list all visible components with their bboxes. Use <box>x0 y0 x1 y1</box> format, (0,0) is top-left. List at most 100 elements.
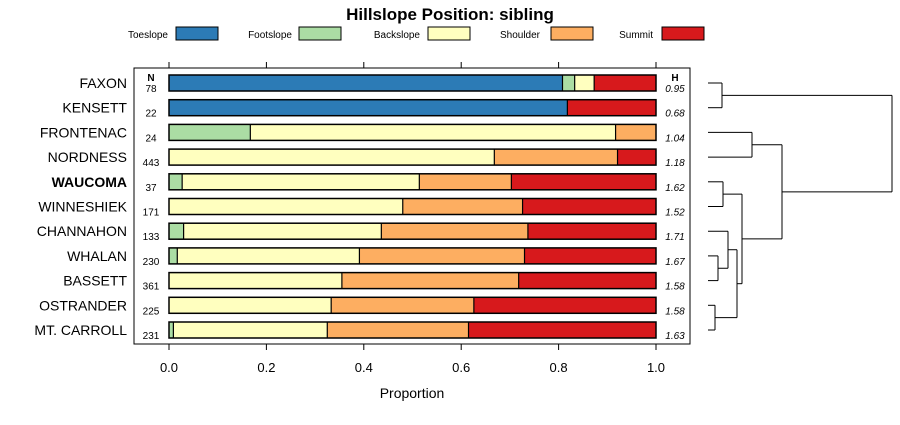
bar-segment-summit <box>524 247 656 264</box>
bar-outline <box>168 296 657 315</box>
row-label: MT. CARROLL <box>34 322 127 338</box>
bar-segment-summit <box>617 149 656 166</box>
row-h-value: 1.04 <box>665 133 685 144</box>
row-n-value: 133 <box>143 232 160 243</box>
x-axis: 0.0 0.2 0.4 0.6 0.8 1.0 <box>160 344 665 375</box>
bar-outline <box>168 271 657 290</box>
legend-label-toeslope: Toeslope <box>128 30 168 41</box>
bar-segment-backslope <box>173 322 328 338</box>
row-n-value: 443 <box>143 158 160 169</box>
legend-swatch-footslope <box>298 26 342 41</box>
x-tick-label: 0.6 <box>452 360 470 375</box>
bar-segment-backslope <box>169 272 342 289</box>
dendrogram <box>708 82 893 331</box>
bar-segment-summit <box>468 322 656 338</box>
bar-segment-footslope <box>169 322 174 338</box>
row-n-value: 225 <box>143 306 160 317</box>
row-h-value: 0.68 <box>665 109 685 120</box>
x-axis-label: Proportion <box>380 385 445 401</box>
row-label: BASSETT <box>63 273 127 289</box>
legend-label-summit: Summit <box>619 30 653 41</box>
bar-outline <box>168 173 657 191</box>
bar-segment-footslope <box>562 75 575 91</box>
bar-segment-summit <box>527 223 656 240</box>
legend-swatch-toeslope <box>175 26 219 41</box>
x-tick-label: 1.0 <box>647 360 665 375</box>
bar-segment-backslope <box>169 149 495 166</box>
bar-segment-backslope <box>183 223 382 240</box>
bar-segment-summit <box>567 99 656 116</box>
row-n-value: 230 <box>143 257 160 268</box>
bar-segment-footslope <box>169 124 251 141</box>
bar-segment-backslope <box>182 173 420 190</box>
legend-swatch-shoulder <box>550 26 594 41</box>
row-label: OSTRANDER <box>39 297 127 313</box>
row-label: WAUCOMA <box>52 174 127 190</box>
row-n-value: 231 <box>143 331 160 342</box>
x-tick-label: 0.8 <box>550 360 568 375</box>
chart-title: Hillslope Position: sibling <box>346 5 554 24</box>
bar-outline <box>168 98 657 117</box>
row-n-value: 78 <box>145 84 157 95</box>
bar-outline <box>168 148 657 166</box>
bar-segment-summit <box>511 173 656 190</box>
row-label: WINNESHIEK <box>38 199 127 215</box>
bar-segment-backslope <box>177 247 360 264</box>
row-h-value: 1.67 <box>665 257 685 268</box>
bar-segment-toeslope <box>169 99 568 116</box>
bar-segment-summit <box>594 75 656 91</box>
bar-segment-shoulder <box>419 173 512 190</box>
legend-swatch-summit <box>661 26 705 41</box>
x-tick-label: 0.2 <box>257 360 275 375</box>
bar-segment-backslope <box>574 75 595 91</box>
legend-label-footslope: Footslope <box>248 30 292 41</box>
row-label: FAXON <box>80 75 127 91</box>
row-label: KENSETT <box>62 100 127 116</box>
legend: Toeslope Footslope Backslope Shoulder Summit <box>128 26 705 41</box>
x-tick-label: 0.4 <box>355 360 373 375</box>
bar-outline <box>168 74 657 92</box>
row-h-value: 1.58 <box>665 306 685 317</box>
bar-segment-shoulder <box>381 223 528 240</box>
bar-segment-shoulder <box>615 124 656 141</box>
row-h-value: 1.62 <box>665 183 685 194</box>
row-label: WHALAN <box>67 248 127 264</box>
row-n-value: 361 <box>143 282 160 293</box>
row-n-value: 22 <box>145 109 157 120</box>
row-h-value: 1.52 <box>665 208 685 219</box>
row-h-value: 1.18 <box>665 158 685 169</box>
bar-segment-shoulder <box>331 297 474 314</box>
row-label: NORDNESS <box>48 149 127 165</box>
bar-segment-shoulder <box>341 272 519 289</box>
x-tick-label: 0.0 <box>160 360 178 375</box>
bar-segment-backslope <box>169 297 332 314</box>
legend-label-backslope: Backslope <box>374 30 421 41</box>
legend-label-shoulder: Shoulder <box>500 30 541 41</box>
legend-swatch-backslope <box>427 26 471 41</box>
row-n-value: 24 <box>145 133 157 144</box>
bar-outline <box>168 247 657 265</box>
row-n-value: 37 <box>145 183 157 194</box>
bar-segment-summit <box>522 198 656 215</box>
panel-border <box>133 67 691 345</box>
bar-segment-toeslope <box>169 75 563 91</box>
bar-segment-footslope <box>169 223 184 240</box>
bar-segment-footslope <box>169 247 178 264</box>
row-h-value: 1.58 <box>665 282 685 293</box>
n-column-header: N <box>147 73 154 84</box>
bar-segment-backslope <box>250 124 616 141</box>
row-label: FRONTENAC <box>40 124 127 140</box>
bar-segment-summit <box>473 297 656 314</box>
bar-rows: FAXON 78 0.95 KENSETT 22 0.68 FRONTENAC 24 1.04 N… <box>34 74 685 342</box>
bar-segment-shoulder <box>402 198 523 215</box>
bar-segment-summit <box>518 272 656 289</box>
h-column-header: H <box>671 73 678 84</box>
bar-outline <box>168 321 657 339</box>
bar-outline <box>168 123 657 142</box>
row-h-value: 1.71 <box>665 232 684 243</box>
row-h-value: 0.95 <box>665 84 685 95</box>
bar-segment-backslope <box>169 198 403 215</box>
